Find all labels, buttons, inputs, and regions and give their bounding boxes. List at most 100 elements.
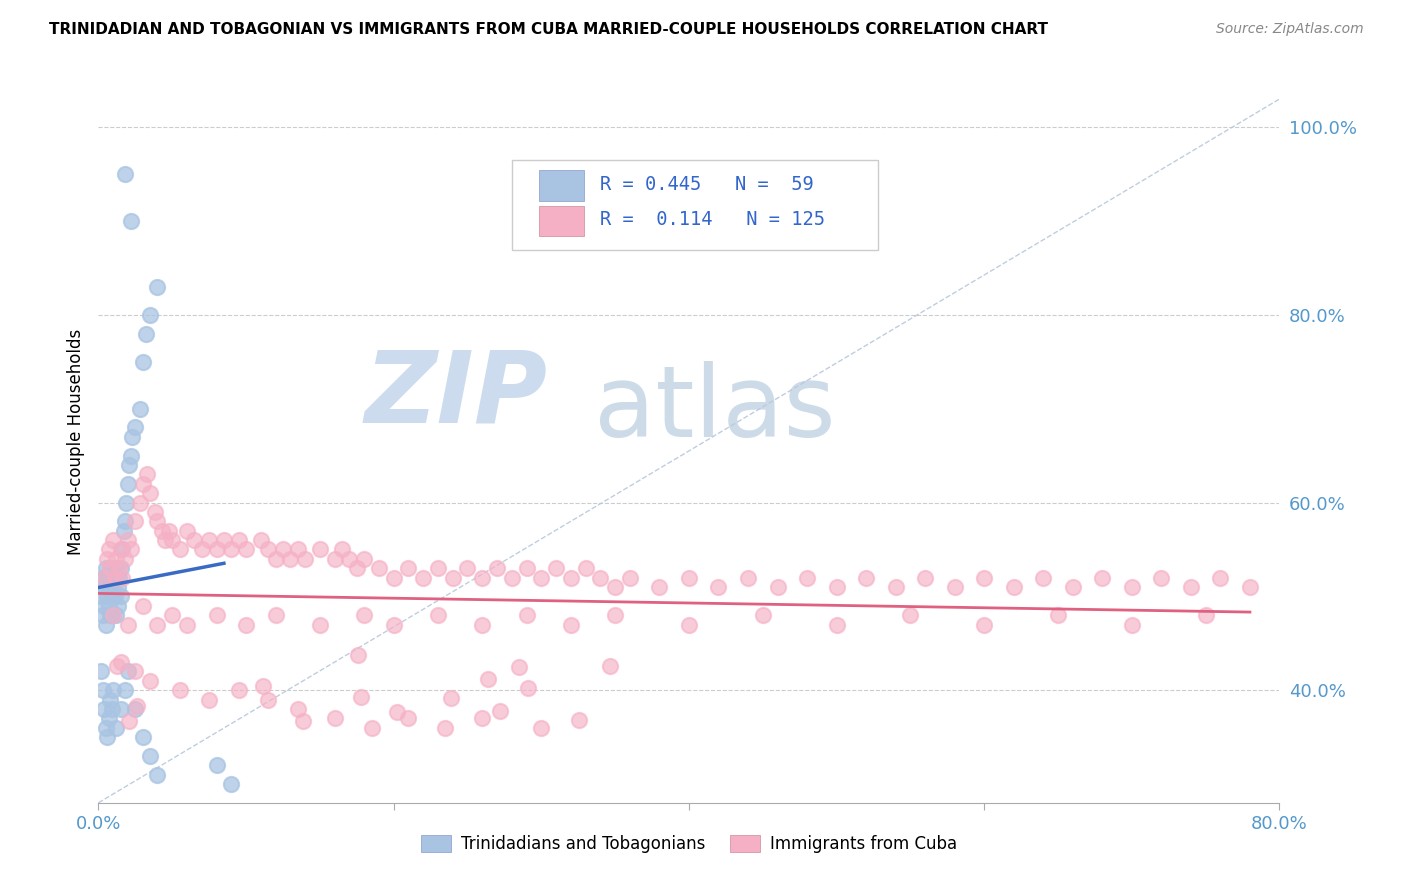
Point: [441, 571, 464, 585]
Point: [124, 514, 146, 528]
Point: [427, 608, 450, 623]
Point: [198, 692, 221, 706]
Point: [120, 214, 142, 228]
Point: [212, 533, 235, 547]
Point: [560, 617, 582, 632]
Point: [287, 702, 309, 716]
Point: [221, 542, 243, 557]
Point: [91, 683, 114, 698]
Text: TRINIDADIAN AND TOBAGONIAN VS IMMIGRANTS FROM CUBA MARRIED-COUPLE HOUSEHOLDS COR: TRINIDADIAN AND TOBAGONIAN VS IMMIGRANTS…: [49, 22, 1049, 37]
Point: [291, 714, 314, 728]
Point: [98, 561, 121, 575]
Point: [135, 326, 157, 341]
Point: [678, 617, 700, 632]
Point: [105, 571, 128, 585]
Point: [205, 608, 228, 623]
Point: [117, 476, 139, 491]
Point: [287, 542, 309, 557]
Text: R = 0.445   N =  59: R = 0.445 N = 59: [600, 175, 814, 194]
Point: [124, 420, 146, 434]
Point: [516, 681, 538, 696]
Point: [486, 561, 509, 575]
Point: [257, 692, 280, 706]
Point: [107, 599, 129, 613]
Point: [114, 683, 136, 698]
Point: [103, 683, 125, 698]
Point: [257, 542, 280, 557]
Point: [368, 561, 391, 575]
Point: [198, 533, 221, 547]
Point: [477, 673, 499, 687]
Point: [103, 608, 125, 623]
Point: [707, 580, 730, 594]
Point: [360, 721, 382, 735]
Point: [97, 580, 120, 594]
Point: [280, 551, 302, 566]
Point: [146, 514, 169, 528]
Point: [117, 617, 139, 632]
Point: [176, 524, 198, 538]
Point: [1239, 580, 1261, 594]
Point: [1209, 571, 1232, 585]
Point: [118, 458, 141, 472]
Point: [93, 702, 115, 716]
Point: [516, 608, 538, 623]
Point: [183, 533, 205, 547]
Point: [93, 571, 115, 585]
Point: [118, 714, 141, 728]
FancyBboxPatch shape: [538, 170, 583, 201]
Point: [353, 608, 375, 623]
Point: [114, 167, 136, 181]
Point: [1180, 580, 1202, 594]
Text: atlas: atlas: [595, 360, 837, 458]
Point: [1195, 608, 1218, 623]
Point: [235, 617, 257, 632]
Point: [347, 648, 370, 662]
Point: [146, 767, 169, 781]
Point: [382, 571, 405, 585]
Point: [271, 542, 294, 557]
Point: [508, 659, 530, 673]
Point: [398, 561, 420, 575]
Point: [560, 571, 582, 585]
Point: [221, 777, 243, 791]
Point: [108, 561, 131, 575]
Point: [169, 542, 191, 557]
Point: [98, 608, 121, 623]
Y-axis label: Married-couple Households: Married-couple Households: [66, 328, 84, 555]
Point: [427, 561, 450, 575]
Point: [605, 580, 627, 594]
Point: [228, 683, 250, 698]
Point: [294, 551, 316, 566]
Point: [112, 524, 135, 538]
Point: [264, 551, 287, 566]
Point: [104, 561, 127, 575]
Point: [412, 571, 434, 585]
Point: [825, 617, 848, 632]
Point: [90, 590, 112, 604]
Point: [471, 711, 494, 725]
Legend: Trinidadians and Tobagonians, Immigrants from Cuba: Trinidadians and Tobagonians, Immigrants…: [413, 828, 965, 860]
Point: [382, 617, 405, 632]
Point: [104, 590, 127, 604]
Point: [91, 571, 114, 585]
Point: [323, 551, 346, 566]
Point: [619, 571, 641, 585]
Point: [139, 486, 162, 500]
Point: [150, 524, 173, 538]
Point: [973, 617, 995, 632]
Point: [1046, 608, 1070, 623]
Point: [139, 308, 162, 322]
Point: [250, 533, 273, 547]
Point: [97, 542, 120, 557]
Text: ZIP: ZIP: [364, 346, 547, 443]
Point: [855, 571, 877, 585]
Point: [94, 617, 117, 632]
Point: [96, 551, 118, 566]
Point: [100, 571, 122, 585]
Point: [530, 721, 553, 735]
FancyBboxPatch shape: [512, 160, 877, 250]
Point: [110, 542, 132, 557]
Point: [264, 608, 287, 623]
Point: [440, 691, 463, 706]
